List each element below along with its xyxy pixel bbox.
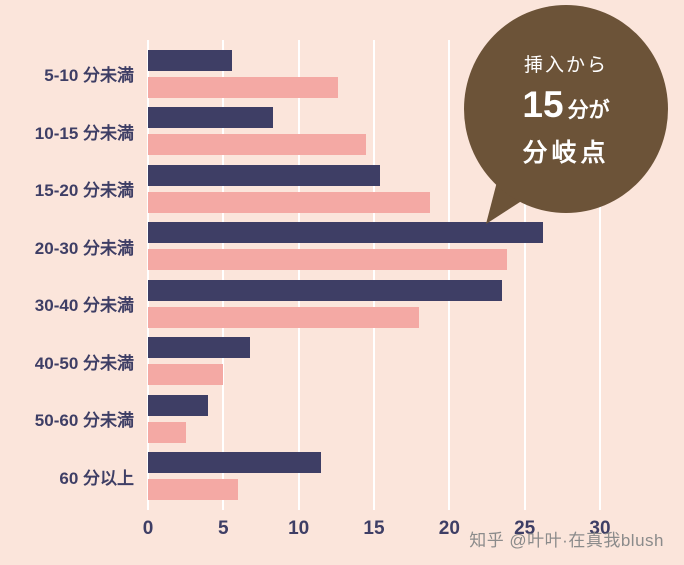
bar-group xyxy=(148,337,600,386)
bar-navy-series xyxy=(148,452,322,474)
bar-navy-series xyxy=(148,222,543,244)
category-label: 40-50 分未満 xyxy=(34,353,134,373)
category-label: 20-30 分未満 xyxy=(34,238,134,258)
bar-group xyxy=(148,394,600,443)
gridline xyxy=(147,40,149,510)
annotation-line2: 15 分が xyxy=(522,84,609,126)
category-label: 5-10 分未満 xyxy=(44,66,134,86)
annotation-bubble: 挿入から 15 分が 分岐点 xyxy=(464,5,668,213)
gridline xyxy=(599,40,601,510)
category-label: 10-15 分未満 xyxy=(34,123,134,143)
bars-layer xyxy=(148,40,600,510)
gridline xyxy=(297,40,300,510)
bar-pink-series xyxy=(148,76,338,98)
x-tick-label: 0 xyxy=(142,518,154,539)
bar-pink-series xyxy=(148,191,430,213)
gridline xyxy=(523,40,526,510)
bar-navy-series xyxy=(148,107,274,129)
bar-group xyxy=(148,452,600,501)
x-tick-label: 10 xyxy=(288,518,310,539)
plot-area xyxy=(147,40,601,510)
x-tick-label: 5 xyxy=(218,518,229,539)
bar-pink-series xyxy=(148,249,507,271)
bar-pink-series xyxy=(148,479,239,501)
x-tick-label: 15 xyxy=(363,518,385,539)
watermark: 知乎 @叶叶·在真我blush xyxy=(469,531,664,550)
annotation-suffix: 分が xyxy=(567,98,610,122)
category-label: 15-20 分未満 xyxy=(34,181,134,201)
x-axis: 0 5 10 15 20 25 30 xyxy=(143,518,611,544)
bar-pink-series xyxy=(148,364,224,386)
bar-navy-series xyxy=(148,337,251,359)
bar-pink-series xyxy=(148,421,186,443)
bar-pink-series xyxy=(148,306,420,328)
annotation-line3: 分岐点 xyxy=(522,138,610,167)
category-label: 50-60 分未満 xyxy=(34,411,134,431)
gridline xyxy=(373,40,375,510)
category-label: 30-40 分未満 xyxy=(34,296,134,316)
annotation-number: 15 xyxy=(522,83,564,125)
x-tick-label: 30 xyxy=(589,518,611,539)
bar-group xyxy=(148,164,600,213)
bar-group xyxy=(148,279,600,328)
bar-group xyxy=(148,49,600,98)
gridline xyxy=(222,40,225,510)
bar-navy-series xyxy=(148,394,209,416)
category-axis: 5-10 分未満 10-15 分未満 15-20 分未満 20-30 分未満 30-40… xyxy=(0,40,134,510)
bar-navy-series xyxy=(148,279,503,301)
annotation-line1: 挿入から xyxy=(523,54,608,76)
bar-group xyxy=(148,107,600,156)
bar-group xyxy=(148,222,600,271)
category-label: 60 分以上 xyxy=(59,468,134,488)
x-tick-label: 25 xyxy=(514,518,536,539)
bar-navy-series xyxy=(148,49,233,71)
gridline xyxy=(448,40,451,510)
bar-navy-series xyxy=(148,164,381,186)
bar-pink-series xyxy=(148,134,367,156)
x-tick-label: 20 xyxy=(438,518,460,539)
